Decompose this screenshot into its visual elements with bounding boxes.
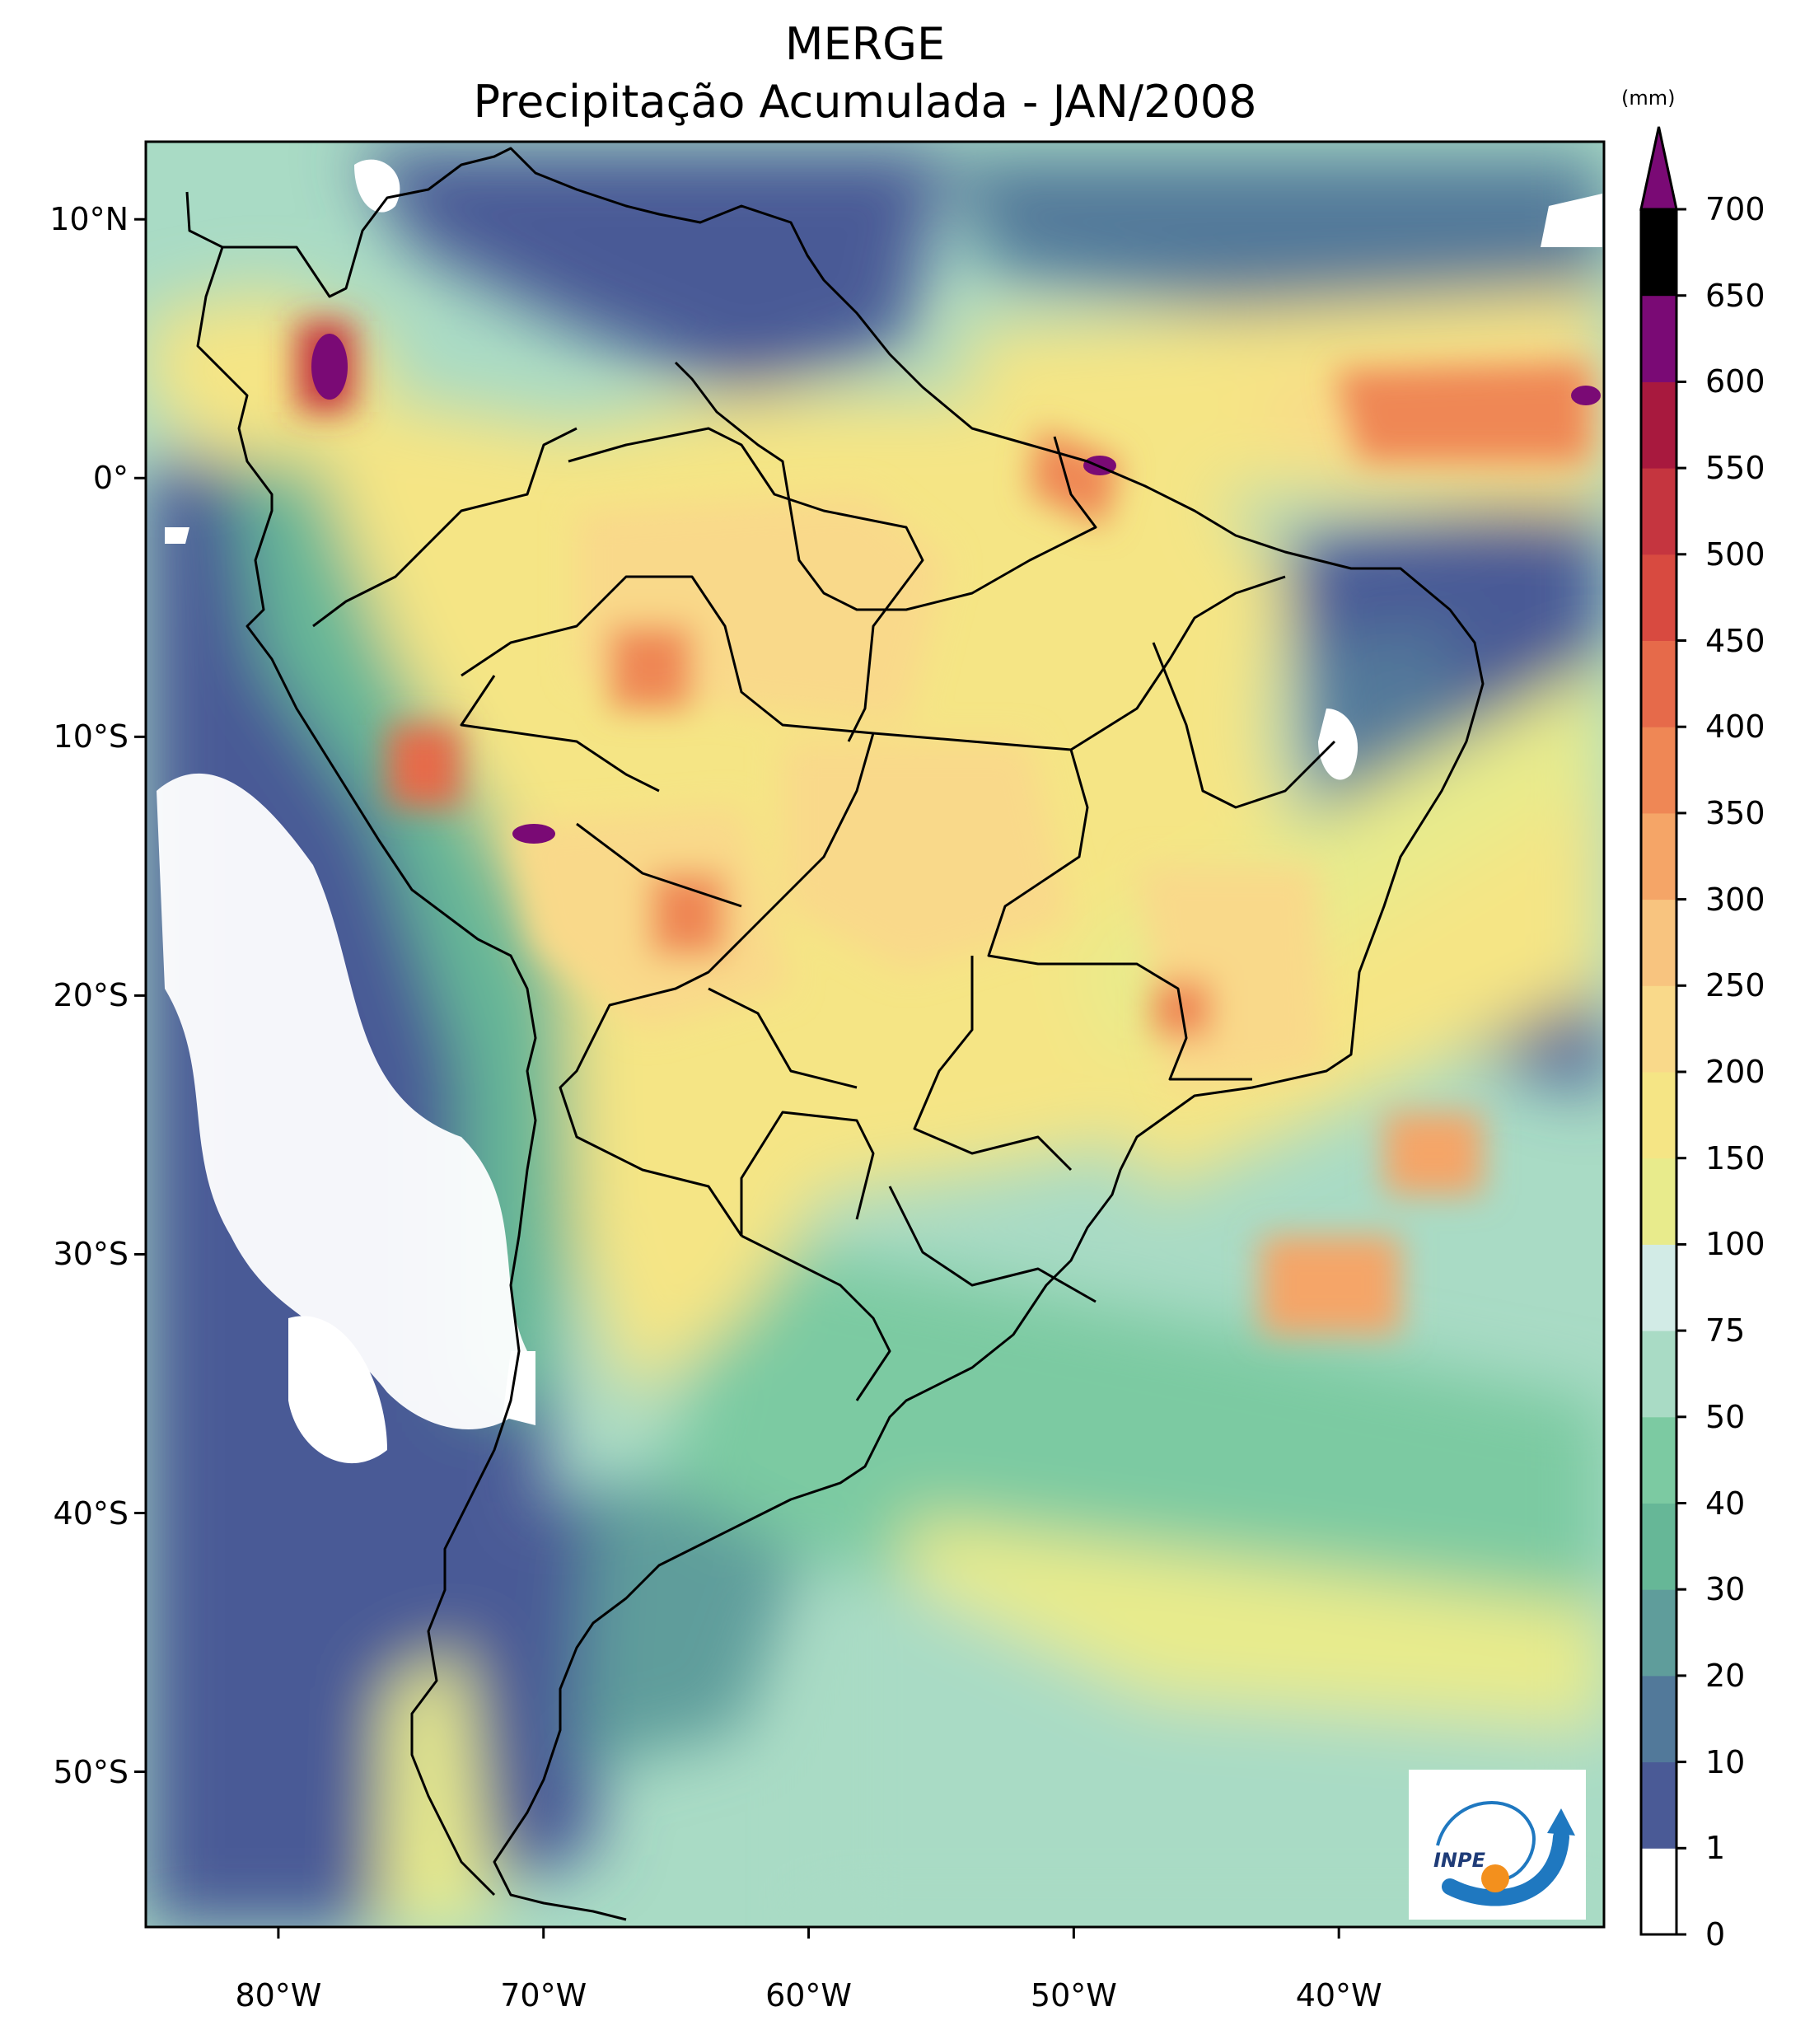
colorbar-segment (1641, 985, 1676, 1073)
colorbar-segment (1641, 1158, 1676, 1245)
coastlines (185, 147, 1485, 1921)
colorbar-tick-label: 50 (1705, 1398, 1746, 1435)
colorbar-segment (1641, 727, 1676, 814)
colorbar-tick-label: 40 (1705, 1485, 1746, 1522)
colorbar-segment (1641, 381, 1676, 469)
colorbar-tick-label: 30 (1705, 1571, 1746, 1608)
colorbar-extend-arrow (1639, 126, 1678, 211)
colorbar-segment (1641, 554, 1676, 641)
colorbar-tick-label: 300 (1705, 881, 1765, 918)
colorbar (1639, 126, 1686, 1936)
colorbar-segment (1641, 812, 1676, 900)
colorbar-segment (1641, 1675, 1676, 1763)
lat-tick-label: 30°S (53, 1236, 129, 1273)
lat-tick-label: 10°N (49, 201, 129, 238)
colorbar-tick-label: 250 (1705, 967, 1765, 1004)
colorbar-tick-label: 75 (1705, 1312, 1746, 1349)
colorbar-segment (1641, 899, 1676, 986)
map-subtitle: Precipitação Acumulada - JAN/2008 (473, 76, 1257, 128)
colorbar-segment (1641, 640, 1676, 727)
colorbar-tick-label: 650 (1705, 277, 1765, 314)
colorbar-segment (1641, 1244, 1676, 1331)
colorbar-tick-label: 20 (1705, 1657, 1746, 1694)
lon-tick-label: 40°W (1295, 1977, 1382, 2014)
map-title: MERGE (784, 18, 946, 70)
inpe-logo-text: INPE (1433, 1849, 1486, 1872)
colorbar-tick-label: 550 (1705, 450, 1765, 487)
lat-tick-label: 50°S (53, 1753, 129, 1790)
lon-tick-label: 80°W (235, 1977, 322, 2014)
colorbar-segment (1641, 295, 1676, 382)
colorbar-segment (1641, 1072, 1676, 1159)
colorbar-tick-label: 10 (1705, 1743, 1746, 1780)
colorbar-segment (1641, 1416, 1676, 1504)
map-frame (144, 140, 1606, 1929)
colorbar-segment (1641, 1331, 1676, 1418)
colorbar-units: (mm) (1621, 87, 1676, 110)
precipitation-field (146, 142, 1604, 1927)
colorbar-tick-label: 0 (1705, 1916, 1726, 1953)
colorbar-tick-label: 200 (1705, 1054, 1765, 1090)
lat-tick-label: 0° (92, 460, 129, 497)
lat-tick-label: 10°S (53, 718, 129, 755)
lon-tick-label: 60°W (765, 1977, 852, 2014)
colorbar-segment (1641, 468, 1676, 555)
colorbar-tick-label: 350 (1705, 794, 1765, 831)
colorbar-tick-label: 400 (1705, 709, 1765, 746)
lon-ticks (277, 1927, 1340, 1939)
colorbar-segment (1641, 1503, 1676, 1590)
colorbar-tick-label: 700 (1705, 191, 1765, 227)
colorbar-tick-label: 500 (1705, 536, 1765, 573)
lat-tick-label: 20°S (53, 977, 129, 1014)
colorbar-tick-label: 1 (1705, 1830, 1726, 1867)
lon-tick-label: 70°W (500, 1977, 587, 2014)
lat-tick-label: 40°S (53, 1494, 129, 1532)
colorbar-tick-label: 600 (1705, 363, 1765, 400)
colorbar-tick-label: 100 (1705, 1226, 1765, 1263)
lat-ticks (134, 217, 146, 1774)
colorbar-tick-label: 450 (1705, 622, 1765, 659)
colorbar-segment (1641, 1848, 1676, 1935)
colorbar-segment (1641, 1589, 1676, 1677)
inpe-logo: INPE (1409, 1770, 1586, 1920)
colorbar-tick-label: 150 (1705, 1139, 1765, 1176)
colorbar-segment (1641, 1761, 1676, 1849)
colorbar-segment (1641, 209, 1676, 297)
lon-tick-label: 50°W (1030, 1977, 1117, 2014)
